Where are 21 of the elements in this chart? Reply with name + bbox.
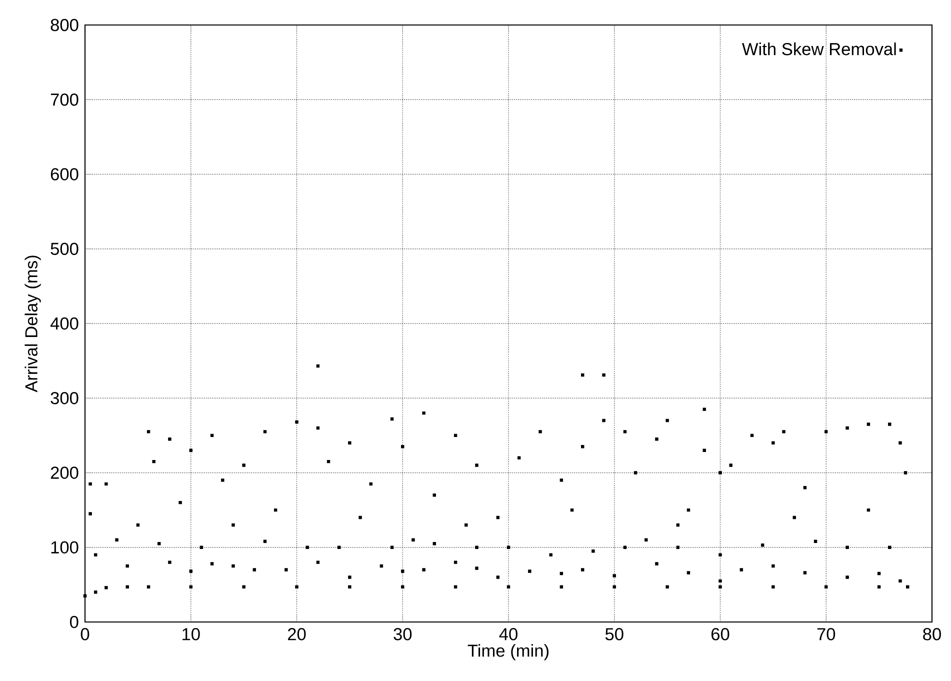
y-tick-label: 200 (50, 466, 78, 479)
y-tick-label: 800 (50, 18, 78, 32)
x-tick-label: 10 (182, 628, 200, 640)
y-tick-label: 0 (70, 616, 78, 628)
x-tick-label: 60 (711, 628, 730, 640)
x-tick-label: 70 (817, 628, 836, 640)
y-tick-label: 400 (50, 317, 78, 330)
y-axis-title: Arrival Delay (ms) (24, 256, 41, 392)
x-tick-label: 40 (499, 628, 518, 640)
y-tick-label: 100 (51, 541, 78, 554)
y-tick-label: 700 (50, 93, 78, 106)
legend-label: With Skew Removal (742, 42, 896, 56)
y-tick-label: 500 (50, 242, 78, 256)
x-tick-label: 20 (288, 628, 306, 640)
x-tick-label: 80 (923, 628, 941, 640)
y-tick-label: 600 (50, 168, 78, 180)
x-axis-title: Time (min) (468, 644, 548, 660)
x-tick-label: 30 (394, 628, 412, 640)
x-tick-label: 0 (80, 628, 90, 640)
y-tick-label: 300 (50, 392, 78, 404)
x-tick-label: 50 (605, 628, 624, 640)
